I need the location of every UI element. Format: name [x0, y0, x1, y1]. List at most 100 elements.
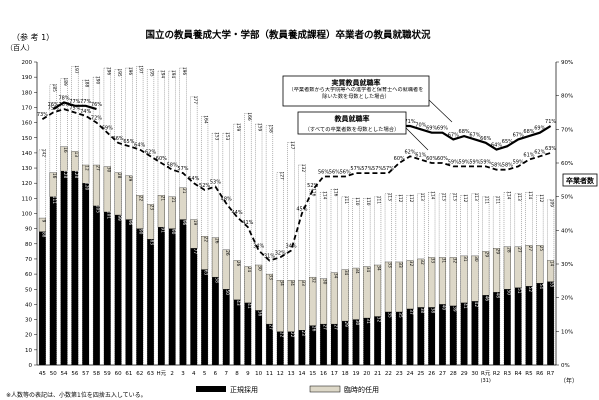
- employment-rate-label: 48%: [221, 196, 232, 202]
- regular-bar: [60, 171, 68, 365]
- callout-dashed: 教員就職率 （すべての卒業者数を母数とした場合）: [297, 111, 429, 151]
- x-tick-label: R3: [504, 371, 512, 377]
- employment-rate-label: 75%: [48, 106, 59, 112]
- effective-rate-label: 69%: [426, 126, 437, 132]
- left-tick-label: 150: [22, 136, 33, 142]
- regular-value-label: 111: [51, 196, 57, 204]
- x-tick-label: 17: [331, 371, 338, 377]
- left-tick-label: 110: [22, 196, 33, 202]
- total-value-label: 153: [224, 132, 230, 140]
- temporary-value-label: 34: [365, 267, 371, 273]
- right-tick-label: 50%: [561, 195, 573, 201]
- regular-value-label: 96: [127, 220, 133, 226]
- temporary-value-label: 34: [343, 270, 349, 276]
- regular-bar: [147, 239, 154, 365]
- right-tick-label: 90%: [561, 60, 573, 66]
- regular-value-label: 52: [527, 286, 533, 292]
- left-tick-label: 130: [22, 166, 33, 172]
- temporary-bar: [352, 267, 360, 320]
- regular-value-label: 35: [397, 312, 403, 318]
- effective-rate-label: 71%: [545, 119, 556, 125]
- total-value-label: 177: [192, 96, 198, 104]
- regular-bar: [114, 215, 122, 365]
- temporary-value-label: 33: [300, 280, 306, 286]
- employment-rate-label: 59%: [513, 159, 524, 165]
- employment-rate-label: 62%: [404, 149, 415, 155]
- temporary-value-label: 32: [451, 258, 457, 264]
- temporary-bar: [406, 260, 414, 310]
- regular-value-label: 88: [40, 232, 46, 238]
- employment-rate-label: 64%: [134, 143, 145, 149]
- employment-rate-label: 53%: [210, 180, 221, 186]
- temporary-bar: [460, 255, 468, 304]
- regular-value-label: 128: [62, 170, 68, 178]
- x-axis: 45 50 54 56 57 58 59 60 61 62 63 H元 2 3 4 5 6 7 8 9 10 11 12 13…: [39, 370, 555, 384]
- employment-rate-label: 32%: [275, 250, 286, 256]
- callout-solid-desc: （卒業者数から大学院等への進学者と保育士への就職者を除いた数を母数とした場合）: [288, 87, 424, 100]
- temporary-value-label: 33: [397, 262, 403, 268]
- temporary-bar: [514, 246, 522, 288]
- left-axis: 0 10 20 30 40 50 60 70 80 90 100 110 120 130 140 150 160…: [22, 60, 38, 369]
- employment-rate-label: 57%: [383, 166, 394, 172]
- total-value-label: 112: [397, 194, 403, 202]
- regular-value-label: 46: [484, 296, 490, 302]
- total-value-label: 196: [181, 67, 187, 75]
- total-value-label: 114: [430, 191, 436, 199]
- regular-bar: [449, 305, 457, 365]
- effective-rate-label: 68%: [523, 129, 534, 135]
- x-tick-label: 24: [407, 371, 414, 377]
- temporary-value-label: 26: [235, 261, 241, 267]
- regular-bar: [266, 324, 273, 365]
- x-tick-label: 22: [385, 371, 392, 377]
- regular-value-label: 38: [430, 308, 436, 314]
- ref-label: （参 考 1）: [12, 32, 54, 42]
- regular-bar: [363, 318, 371, 365]
- x-tick-label: 45: [39, 371, 46, 377]
- regular-value-label: 48: [495, 293, 501, 299]
- regular-bar: [49, 196, 57, 365]
- temporary-value-label: 33: [430, 258, 436, 264]
- temporary-bar: [330, 272, 338, 325]
- total-value-label: 111: [343, 196, 349, 204]
- x-tick-label: R7: [547, 371, 555, 377]
- total-value-label: 197: [73, 65, 79, 73]
- effective-rate-label: 64%: [491, 143, 502, 149]
- total-value-label: 195: [116, 68, 122, 76]
- temporary-value-label: 28: [116, 173, 122, 179]
- left-tick-label: 190: [22, 75, 33, 81]
- right-tick-label: 10%: [561, 329, 573, 335]
- legend-swatch-temporary: [309, 385, 341, 393]
- temporary-value-label: 30: [473, 256, 479, 262]
- regular-value-label: 91: [159, 227, 165, 233]
- regular-value-label: 27: [322, 324, 328, 330]
- total-value-label: 196: [127, 67, 133, 75]
- x-tick-label: 23: [396, 371, 403, 377]
- temporary-value-label: 33: [386, 262, 392, 268]
- right-tick-label: 20%: [561, 296, 573, 302]
- effective-rate-label: 76%: [91, 102, 102, 108]
- legend-label-regular: 正規採用: [230, 385, 258, 394]
- effective-rate-line: [52, 101, 552, 151]
- regular-value-label: 77: [192, 249, 198, 255]
- regular-bar: [330, 324, 338, 365]
- temporary-value-label: 14: [549, 261, 555, 267]
- regular-bar: [93, 205, 100, 365]
- x-tick-label: 15: [309, 371, 316, 377]
- employment-rate-label: 62%: [534, 149, 545, 155]
- total-value-label: 132: [300, 164, 306, 172]
- regular-value-label: 43: [235, 300, 241, 306]
- x-tick-label: 26: [428, 371, 435, 377]
- total-value-label: 113: [419, 193, 425, 201]
- employment-rate-label: 74%: [80, 109, 91, 115]
- regular-value-label: 55: [549, 282, 555, 288]
- x-tick-label: 59: [104, 371, 111, 377]
- callout-dashed-desc: （すべての卒業者数を母数とした場合）: [305, 125, 400, 133]
- total-value-label: 194: [159, 70, 165, 78]
- temporary-value-label: 23: [149, 205, 155, 211]
- regular-value-label: 22: [278, 332, 284, 338]
- temporary-value-label: 12: [84, 165, 90, 171]
- total-value-label: 142: [40, 149, 46, 157]
- temporary-bar: [320, 278, 328, 325]
- employment-rate-label: 57%: [361, 166, 372, 172]
- employment-rate-label: 61%: [523, 153, 534, 159]
